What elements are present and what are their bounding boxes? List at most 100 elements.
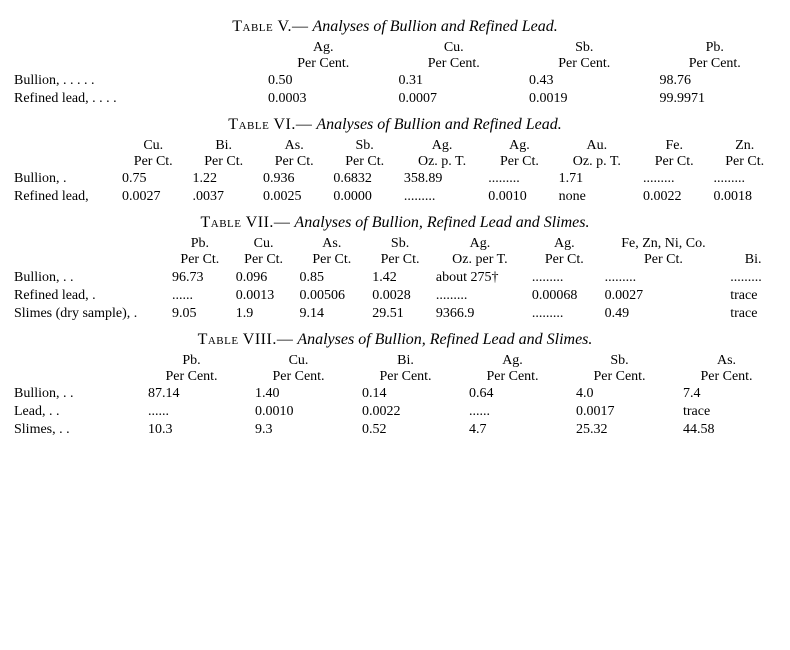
- table-row: Refined lead, 0.0027 .0037 0.0025 0.0000…: [10, 188, 780, 206]
- table7: Pb.Per Ct. Cu.Per Ct. As.Per Ct. Sb.Per …: [10, 236, 780, 322]
- cell: .........: [528, 305, 601, 323]
- col-header: Sb.Per Cent.: [519, 40, 650, 72]
- cell: 0.14: [352, 385, 459, 403]
- cell: 0.0018: [709, 188, 780, 206]
- row-label: Bullion, .: [10, 170, 118, 188]
- cell: ......: [459, 403, 566, 421]
- cell: .........: [400, 188, 484, 206]
- table7-header: Pb.Per Ct. Cu.Per Ct. As.Per Ct. Sb.Per …: [10, 236, 780, 268]
- table-row: Refined lead, . . . . 0.0003 0.0007 0.00…: [10, 90, 780, 108]
- col-header: Bi.Per Cent.: [352, 353, 459, 385]
- table8-header: Pb.Per Cent. Cu.Per Cent. Bi.Per Cent. A…: [10, 353, 780, 385]
- col-header: Bi.Per Ct.: [188, 138, 258, 170]
- col-header: Ag.Per Cent.: [459, 353, 566, 385]
- row-label: Slimes (dry sample), .: [10, 305, 168, 323]
- cell: 0.0022: [352, 403, 459, 421]
- cell: 87.14: [138, 385, 245, 403]
- cell: 0.0027: [118, 188, 188, 206]
- cell: 25.32: [566, 421, 673, 439]
- col-header: Pb.Per Cent.: [650, 40, 781, 72]
- cell: 0.6832: [329, 170, 399, 188]
- col-header: Ag.Per Ct.: [484, 138, 554, 170]
- table5-title: Table V.— Analyses of Bullion and Refine…: [10, 18, 780, 36]
- table-row: Bullion, . 0.75 1.22 0.936 0.6832 358.89…: [10, 170, 780, 188]
- table5-header: Ag.Per Cent. Cu.Per Cent. Sb.Per Cent. P…: [10, 40, 780, 72]
- col-header: Ag.Per Ct.: [528, 236, 601, 268]
- table-row: Refined lead, . ...... 0.0013 0.00506 0.…: [10, 287, 780, 305]
- cell: .........: [601, 269, 727, 287]
- table6: Cu.Per Ct. Bi.Per Ct. As.Per Ct. Sb.Per …: [10, 138, 780, 206]
- cell: 10.3: [138, 421, 245, 439]
- cell: 0.00068: [528, 287, 601, 305]
- cell: 4.7: [459, 421, 566, 439]
- col-header: As.Per Cent.: [673, 353, 780, 385]
- cell: 0.0013: [232, 287, 296, 305]
- cell: 358.89: [400, 170, 484, 188]
- table5-title-desc: Analyses of Bullion and Refined Lead.: [312, 18, 557, 35]
- cell: .0037: [188, 188, 258, 206]
- cell: .........: [528, 269, 601, 287]
- cell: 0.43: [519, 72, 650, 90]
- cell: 9366.9: [432, 305, 528, 323]
- table5-title-lead: Table V.—: [232, 18, 308, 35]
- cell: 0.0010: [484, 188, 554, 206]
- cell: 0.00506: [295, 287, 368, 305]
- cell: 0.0003: [258, 90, 389, 108]
- cell: 99.9971: [650, 90, 781, 108]
- cell: 0.0007: [389, 90, 520, 108]
- table7-title-desc: Analyses of Bullion, Refined Lead and Sl…: [294, 214, 589, 231]
- col-header: Fe, Zn, Ni, Co.Per Ct.: [601, 236, 727, 268]
- table6-title-desc: Analyses of Bullion and Refined Lead.: [316, 116, 561, 133]
- table8-title-desc: Analyses of Bullion, Refined Lead and Sl…: [297, 331, 592, 348]
- cell: 0.64: [459, 385, 566, 403]
- row-label: Lead, . .: [10, 403, 138, 421]
- col-header: As.Per Ct.: [259, 138, 329, 170]
- row-label: Refined lead,: [10, 188, 118, 206]
- cell: 0.0019: [519, 90, 650, 108]
- cell: trace: [726, 305, 780, 323]
- cell: none: [555, 188, 639, 206]
- cell: 1.42: [368, 269, 432, 287]
- table-row: Slimes (dry sample), . 9.05 1.9 9.14 29.…: [10, 305, 780, 323]
- col-header: Sb.Per Ct.: [368, 236, 432, 268]
- cell: 0.0000: [329, 188, 399, 206]
- table5: Ag.Per Cent. Cu.Per Cent. Sb.Per Cent. P…: [10, 40, 780, 108]
- table6-header: Cu.Per Ct. Bi.Per Ct. As.Per Ct. Sb.Per …: [10, 138, 780, 170]
- cell: 98.76: [650, 72, 781, 90]
- col-header: Pb.Per Ct.: [168, 236, 232, 268]
- cell: 0.31: [389, 72, 520, 90]
- cell: .........: [639, 170, 709, 188]
- cell: .........: [726, 269, 780, 287]
- col-header: Zn.Per Ct.: [709, 138, 780, 170]
- table-row: Bullion, . . . . . 0.50 0.31 0.43 98.76: [10, 72, 780, 90]
- table6-title-lead: Table VI.—: [228, 116, 312, 133]
- col-header: Ag.Oz. per T.: [432, 236, 528, 268]
- cell: 1.71: [555, 170, 639, 188]
- cell: .........: [709, 170, 780, 188]
- row-label: Refined lead, . . . .: [10, 90, 258, 108]
- col-header: Ag.Oz. p. T.: [400, 138, 484, 170]
- table7-title: Table VII.— Analyses of Bullion, Refined…: [10, 214, 780, 232]
- table8-title-lead: Table VIII.—: [198, 331, 294, 348]
- cell: 7.4: [673, 385, 780, 403]
- cell: 0.49: [601, 305, 727, 323]
- cell: 44.58: [673, 421, 780, 439]
- cell: trace: [726, 287, 780, 305]
- col-header: Sb.Per Ct.: [329, 138, 399, 170]
- row-label: Bullion, . .: [10, 269, 168, 287]
- col-header: Cu.Per Cent.: [245, 353, 352, 385]
- col-header: Ag.Per Cent.: [258, 40, 389, 72]
- table6-title: Table VI.— Analyses of Bullion and Refin…: [10, 116, 780, 134]
- col-header: Cu.Per Cent.: [389, 40, 520, 72]
- cell: 9.05: [168, 305, 232, 323]
- cell: 1.40: [245, 385, 352, 403]
- cell: 9.3: [245, 421, 352, 439]
- cell: 0.0027: [601, 287, 727, 305]
- row-label: Bullion, . . . . .: [10, 72, 258, 90]
- cell: 0.0028: [368, 287, 432, 305]
- row-label: Refined lead, .: [10, 287, 168, 305]
- col-header: Sb.Per Cent.: [566, 353, 673, 385]
- cell: 96.73: [168, 269, 232, 287]
- row-label: Slimes, . .: [10, 421, 138, 439]
- table8: Pb.Per Cent. Cu.Per Cent. Bi.Per Cent. A…: [10, 353, 780, 439]
